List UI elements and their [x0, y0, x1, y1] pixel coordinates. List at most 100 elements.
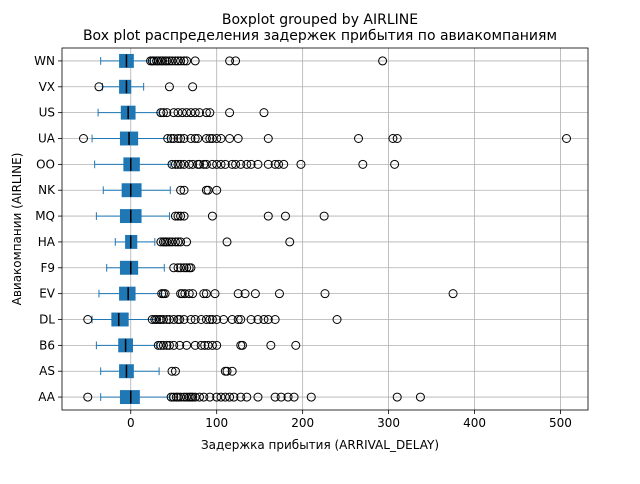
outlier-point [182, 263, 192, 273]
outlier-point [179, 159, 189, 169]
outlier-point [306, 392, 316, 402]
outlier-point [179, 134, 189, 143]
outlier-point [207, 315, 217, 324]
outlier-point [283, 392, 293, 402]
outlier-point [173, 392, 183, 402]
outlier-point [179, 392, 189, 402]
outlier-point [199, 289, 209, 299]
box-aa [83, 390, 425, 405]
outlier-point [263, 211, 273, 221]
outlier-point [173, 211, 183, 221]
outlier-point [212, 159, 222, 169]
outlier-point [392, 392, 402, 402]
box-b6 [95, 338, 301, 353]
outlier-point [164, 237, 174, 247]
y-tick-label: AS [39, 364, 55, 378]
outlier-point [182, 56, 192, 66]
outlier-point [158, 315, 168, 324]
outlier-point [158, 340, 168, 350]
outlier-point [177, 108, 187, 118]
outlier-point [242, 159, 252, 169]
outlier-point [212, 185, 222, 195]
outlier-point [253, 315, 263, 324]
outlier-point [266, 340, 276, 350]
outlier-point [203, 340, 213, 350]
iqr-box [119, 260, 139, 275]
outlier-point [207, 340, 217, 350]
outlier-point [162, 340, 172, 350]
outlier-point [227, 159, 237, 169]
outlier-point [250, 289, 260, 299]
outlier-point [153, 340, 163, 350]
outlier-point [190, 392, 200, 402]
outlier-point [182, 392, 192, 402]
outlier-point [263, 134, 273, 143]
outlier-point [448, 289, 458, 299]
outlier-point [176, 56, 186, 66]
box-f9 [106, 260, 196, 275]
y-tick-label: VX [39, 80, 55, 94]
outlier-point [175, 340, 185, 350]
y-tick-label: MQ [35, 209, 55, 223]
outlier-point [186, 134, 196, 143]
outlier-point [190, 56, 200, 66]
outlier-point [160, 289, 170, 299]
outlier-point [184, 159, 194, 169]
outlier-point [319, 211, 329, 221]
outlier-point [263, 159, 273, 169]
outlier-point [173, 134, 183, 143]
outlier-point [173, 56, 183, 66]
outlier-point [220, 159, 230, 169]
outlier-point [237, 340, 247, 350]
outlier-point [184, 289, 194, 299]
outlier-point [390, 159, 400, 169]
outlier-point [358, 159, 368, 169]
outlier-point [222, 366, 232, 376]
outlier-point [156, 340, 166, 350]
outlier-point [182, 340, 192, 350]
y-tick-label: US [39, 106, 55, 120]
y-tick-label: DL [39, 313, 55, 327]
outlier-point [388, 134, 398, 143]
y-tick-label: B6 [39, 338, 55, 352]
x-axis-label: Задержка прибытия (ARRIVAL_DELAY) [201, 438, 439, 452]
x-tick-label: 0 [127, 416, 135, 430]
outlier-point [170, 366, 180, 376]
outlier-point [190, 134, 200, 143]
outlier-point [173, 159, 183, 169]
outlier-point [201, 159, 211, 169]
outlier-point [259, 108, 269, 118]
outlier-point [207, 159, 217, 169]
outlier-point [169, 340, 179, 350]
outlier-point [195, 392, 205, 402]
outlier-point [289, 392, 299, 402]
outlier-point [166, 134, 176, 143]
outlier-point [274, 159, 284, 169]
iqr-box [123, 157, 140, 172]
outlier-point [229, 392, 239, 402]
y-tick-label: F9 [40, 261, 55, 275]
outlier-point [188, 392, 198, 402]
outlier-point [199, 392, 209, 402]
outlier-point [162, 56, 172, 66]
outlier-point [176, 159, 186, 169]
box-mq [95, 209, 329, 224]
outlier-point [173, 108, 183, 118]
iqr-box [119, 390, 140, 405]
outlier-point [179, 315, 189, 324]
outlier-point [205, 134, 215, 143]
outlier-point [176, 392, 186, 402]
outlier-point [212, 315, 222, 324]
outlier-point [196, 340, 206, 350]
outlier-point [270, 315, 280, 324]
outlier-point [296, 159, 306, 169]
plot-frame [61, 47, 589, 411]
outlier-point [205, 392, 215, 402]
outlier-point [169, 108, 179, 118]
outlier-point [225, 392, 235, 402]
outlier-point [263, 315, 273, 324]
outlier-point [170, 237, 180, 247]
box-as [100, 364, 237, 379]
outlier-point [205, 315, 215, 324]
outlier-point [231, 159, 241, 169]
